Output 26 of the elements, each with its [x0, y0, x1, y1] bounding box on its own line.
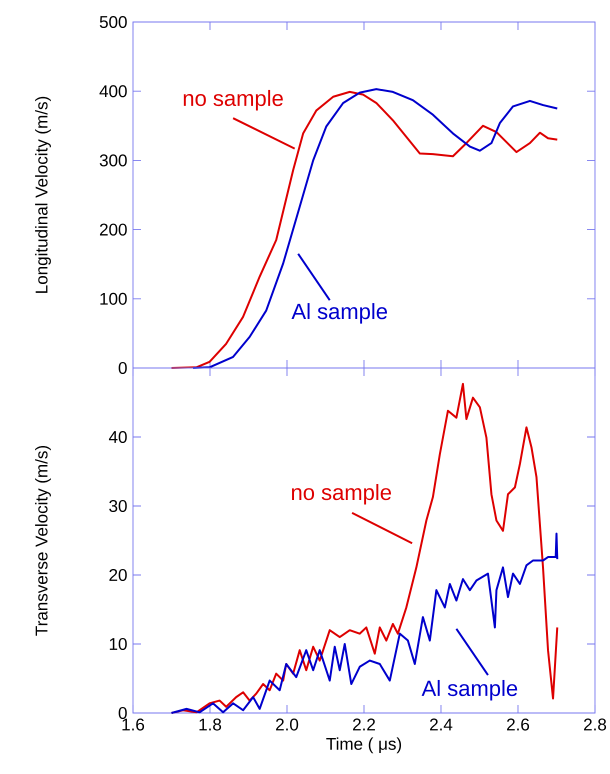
y-tick-label: 200: [100, 224, 127, 236]
line-series: [170, 532, 558, 714]
legend-label: Al sample: [291, 303, 388, 324]
x-tick-label: 1.6: [122, 718, 144, 731]
y-tick-label: 0: [118, 362, 127, 374]
y-tick-label: 0: [118, 706, 127, 720]
x-tick-label: 2.6: [507, 718, 530, 731]
x-tick-label: 2.0: [276, 718, 298, 731]
y-tick-label: 30: [109, 500, 127, 512]
series-label: no sample: [184, 90, 283, 110]
x-tick-label: 2.4: [430, 718, 452, 730]
y-tick-label: 500: [100, 16, 127, 28]
x-axis-title: Time ( μs): [326, 737, 402, 754]
y-tick-label: 40: [108, 430, 127, 444]
x-tick-label: 2.2: [353, 718, 375, 730]
y-tick-label: 400: [99, 85, 127, 98]
series-label: no sample: [292, 484, 392, 505]
legend-label: Al sample: [422, 680, 518, 700]
y-tick-label: 20: [109, 568, 127, 582]
y-tick-label: 10: [110, 638, 127, 650]
y-axis-title: Transverse Velocity (m/s): [35, 446, 51, 636]
y-tick-label: 100: [100, 292, 127, 305]
x-tick-label: 2.8: [584, 718, 606, 731]
y-axis-title: Longitudinal Velocity (m/s): [35, 96, 51, 293]
x-tick-label: 1.8: [199, 718, 222, 731]
y-tick-label: 300: [100, 154, 127, 166]
